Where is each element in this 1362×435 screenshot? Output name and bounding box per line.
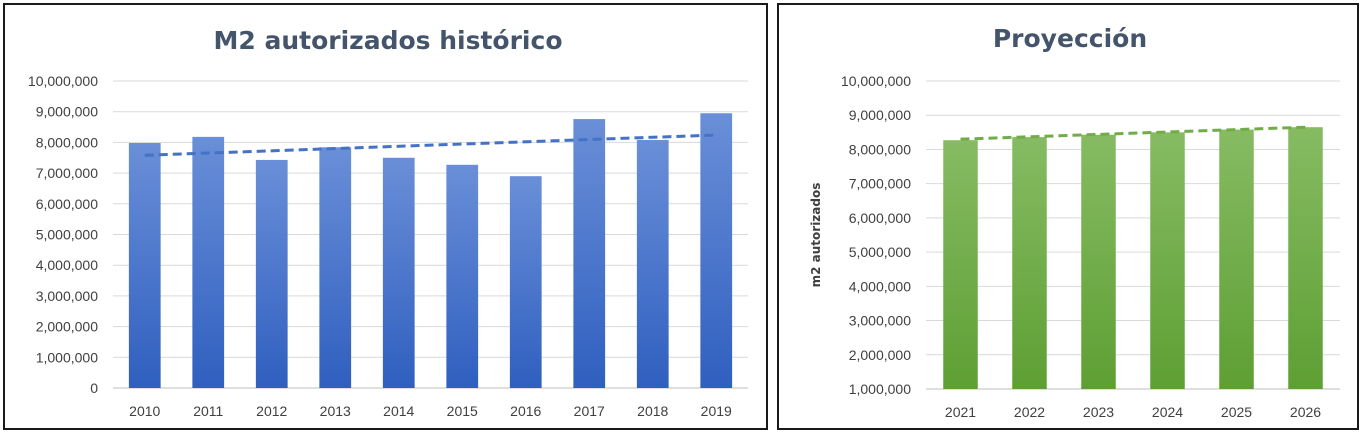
bar-2015 — [446, 164, 479, 388]
y-tick-label: 6,000,000 — [36, 196, 98, 212]
y-tick-label: 3,000,000 — [36, 288, 98, 304]
bar-2021 — [943, 140, 978, 389]
y-tick-label: 10,000,000 — [28, 73, 98, 89]
y-tick-label: 6,000,000 — [849, 210, 911, 226]
x-tick-label: 2014 — [383, 403, 414, 419]
y-tick-label: 8,000,000 — [36, 134, 98, 150]
bar-2018 — [636, 139, 669, 388]
bar-2016 — [509, 176, 542, 388]
bar-2025 — [1219, 129, 1254, 389]
y-tick-label: 7,000,000 — [36, 165, 98, 181]
y-axis-title: m2 autorizados — [809, 183, 823, 288]
bar-2013 — [319, 147, 352, 388]
bar-2011 — [192, 136, 225, 388]
y-tick-label: 7,000,000 — [849, 176, 911, 192]
chart-title: Proyección — [993, 24, 1147, 53]
bar-2024 — [1150, 132, 1185, 389]
bar-2014 — [382, 157, 415, 388]
bar-2023 — [1081, 134, 1116, 389]
historico-chart: M2 autorizados histórico 0 1,000,000 2,000,… — [28, 26, 748, 419]
y-tick-label: 5,000,000 — [849, 244, 911, 260]
x-tick-label: 2016 — [510, 403, 541, 419]
y-tick-label: 2,000,000 — [849, 347, 911, 363]
y-tick-label: 5,000,000 — [36, 227, 98, 243]
chart-panel-proyeccion: Proyección 1,000,000 2,000,000 3,000,000 4,0… — [777, 3, 1359, 430]
trendline — [144, 133, 717, 157]
y-tick-label: 0 — [90, 380, 98, 396]
x-tick-label: 2015 — [447, 403, 478, 419]
x-tick-label: 2026 — [1290, 404, 1321, 420]
chart-panel-historico: M2 autorizados histórico 0 1,000,000 2,000,… — [3, 3, 768, 430]
y-tick-label: 10,000,000 — [841, 73, 911, 89]
bar-2022 — [1012, 137, 1047, 389]
x-tick-label: 2012 — [256, 403, 287, 419]
x-tick-label: 2022 — [1014, 404, 1045, 420]
proyeccion-chart: Proyección 1,000,000 2,000,000 3,000,000 4,0… — [809, 24, 1340, 420]
x-tick-label: 2013 — [320, 403, 351, 419]
bar-2026 — [1288, 127, 1323, 389]
x-tick-label: 2024 — [1152, 404, 1183, 420]
y-tick-label: 4,000,000 — [36, 257, 98, 273]
x-tick-label: 2021 — [945, 404, 976, 420]
trendline — [960, 125, 1306, 141]
y-tick-label: 3,000,000 — [849, 313, 911, 329]
bar-2012 — [255, 159, 288, 388]
y-tick-label: 1,000,000 — [36, 349, 98, 365]
y-tick-label: 4,000,000 — [849, 278, 911, 294]
y-tick-label: 9,000,000 — [36, 104, 98, 120]
x-tick-label: 2018 — [637, 403, 668, 419]
y-tick-label: 9,000,000 — [849, 107, 911, 123]
bar-2019 — [700, 113, 733, 389]
x-tick-label: 2017 — [574, 403, 605, 419]
x-tick-label: 2011 — [193, 403, 223, 419]
x-tick-label: 2023 — [1083, 404, 1114, 420]
y-tick-label: 8,000,000 — [849, 141, 911, 157]
y-tick-label: 1,000,000 — [849, 381, 911, 397]
y-tick-label: 2,000,000 — [36, 319, 98, 335]
bar-2017 — [573, 119, 606, 389]
bar-2010 — [128, 143, 161, 388]
x-tick-label: 2025 — [1221, 404, 1252, 420]
chart-title: M2 autorizados histórico — [213, 26, 562, 55]
x-tick-label: 2019 — [701, 403, 732, 419]
x-tick-label: 2010 — [129, 403, 160, 419]
